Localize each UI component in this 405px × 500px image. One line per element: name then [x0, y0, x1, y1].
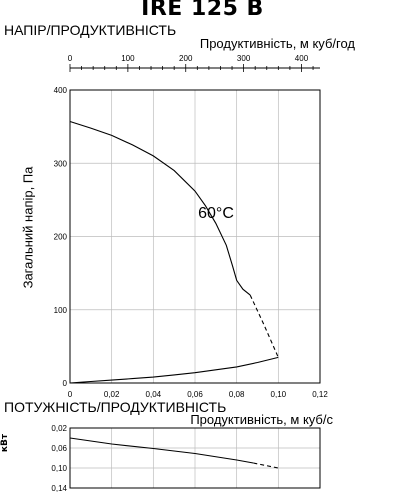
power-x-axis-title: Продуктивність, м куб/с — [190, 412, 333, 427]
y-tick-label: 100 — [54, 306, 68, 315]
top-axis-tick-label: 300 — [237, 54, 251, 63]
y-tick-label: 200 — [54, 233, 68, 242]
y-tick-label: 300 — [54, 159, 68, 168]
plot-frame — [69, 427, 321, 489]
x-tick-label: 0,06 — [187, 390, 203, 399]
y-tick-label: 0 — [63, 379, 68, 388]
power-series-line — [253, 462, 279, 469]
x-tick-label: 0 — [68, 390, 73, 399]
y-tick-label: 0,06 — [51, 444, 67, 453]
top-axis-tick-label: 0 — [68, 54, 73, 63]
plot-frame — [69, 89, 321, 384]
pressure-series-line — [69, 120, 251, 296]
x-tick-label: 0,10 — [271, 390, 287, 399]
top-axis-title: Продуктивність, м куб/год — [199, 36, 355, 51]
annotation-label: 60°C — [198, 205, 234, 222]
y-tick-label: 0,02 — [51, 424, 67, 433]
power-section-label: ПОТУЖНІСТЬ/ПРОДУКТИВНІСТЬ — [4, 399, 227, 415]
x-tick-label: 0,02 — [104, 390, 120, 399]
top-axis-tick-label: 400 — [295, 54, 309, 63]
x-tick-label: 0,08 — [229, 390, 245, 399]
x-tick-label: 0,04 — [146, 390, 162, 399]
pressure-section-label: НАПІР/ПРОДУКТИВНІСТЬ — [4, 22, 177, 38]
y-tick-label: 0,10 — [51, 464, 67, 473]
x-tick-label: 0,12 — [312, 390, 328, 399]
y-tick-label: 400 — [54, 86, 68, 95]
y-tick-label: 0,14 — [51, 484, 67, 493]
pressure-series-line — [249, 294, 279, 358]
chart-title: IRE 125 B — [141, 0, 264, 21]
top-axis-tick-label: 100 — [121, 54, 135, 63]
pressure-series-line — [69, 356, 279, 384]
top-axis-tick-label: 200 — [179, 54, 193, 63]
power-series-line — [69, 437, 254, 464]
